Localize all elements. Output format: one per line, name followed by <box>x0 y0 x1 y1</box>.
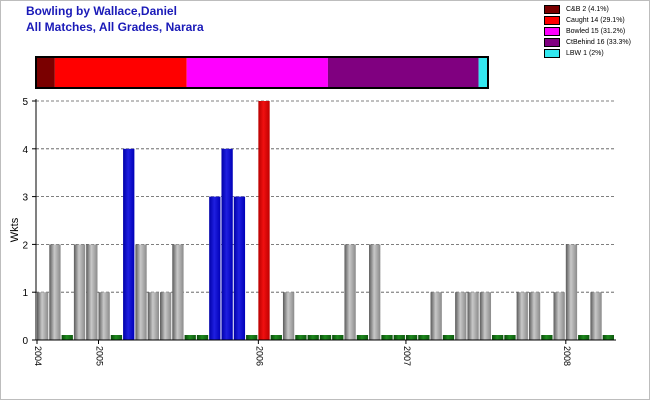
x-year-label: 2005 <box>94 346 104 366</box>
bar <box>73 244 86 340</box>
bar-zero <box>602 335 614 340</box>
y-tick-label: 5 <box>22 97 28 108</box>
bar-zero <box>356 335 369 340</box>
bar <box>209 196 221 340</box>
stack-segment <box>186 57 328 88</box>
grid <box>36 100 616 293</box>
legend-item: Bowled 15 (31.2%) <box>544 26 631 37</box>
x-year-label: 2007 <box>402 346 412 366</box>
bar <box>37 292 49 340</box>
bar-zero <box>504 335 516 340</box>
bar-zero <box>332 335 344 340</box>
legend-label: CtBehind 16 (33.3%) <box>566 39 631 46</box>
legend-swatch <box>544 16 560 25</box>
bar <box>123 148 135 340</box>
legend-label: Caught 14 (29.1%) <box>566 17 625 24</box>
x-year-label: 2004 <box>33 346 43 366</box>
bar-zero <box>307 335 319 340</box>
legend: C&B 2 (4.1%) Caught 14 (29.1%) Bowled 15… <box>544 4 631 59</box>
bar <box>455 292 467 340</box>
bar <box>233 196 246 340</box>
stack-segment <box>327 57 479 88</box>
stack-segment <box>478 57 488 88</box>
bar <box>516 292 528 340</box>
stack-segment <box>54 57 187 88</box>
bar-zero <box>418 335 430 340</box>
legend-label: Bowled 15 (31.2%) <box>566 28 626 35</box>
bar-zero <box>381 335 393 340</box>
bar <box>528 292 541 340</box>
bar <box>553 292 565 340</box>
bar <box>258 101 270 340</box>
bar <box>172 244 184 340</box>
bar-zero <box>196 335 209 340</box>
bar <box>135 244 147 340</box>
bar <box>344 244 356 340</box>
bars <box>37 101 614 340</box>
stack-border <box>35 56 489 89</box>
dismissal-stack-bar <box>35 56 489 89</box>
bar-zero <box>578 335 590 340</box>
x-year-label: 2008 <box>562 346 572 366</box>
legend-item: Caught 14 (29.1%) <box>544 15 631 26</box>
legend-item: CtBehind 16 (33.3%) <box>544 37 631 48</box>
legend-label: LBW 1 (2%) <box>566 50 604 57</box>
bar <box>147 292 159 340</box>
bar <box>590 292 602 340</box>
bar-zero <box>319 335 332 340</box>
legend-swatch <box>544 27 560 36</box>
bar-zero <box>246 335 258 340</box>
bar <box>565 244 578 340</box>
bar-zero <box>61 335 73 340</box>
bar <box>221 148 233 340</box>
legend-label: C&B 2 (4.1%) <box>566 6 609 13</box>
y-axis-title: Wkts <box>9 217 21 242</box>
axes: 0 1 2 3 4 5 Wkts 2004 2005 2006 2007 2008 <box>9 97 616 366</box>
bar <box>467 292 479 340</box>
chart-title: Bowling by Wallace,Daniel <box>26 4 177 18</box>
bar <box>159 292 172 340</box>
y-tick-label: 4 <box>22 145 28 156</box>
legend-swatch <box>544 38 560 47</box>
bar <box>479 292 492 340</box>
stack-segment <box>36 57 55 88</box>
legend-item: LBW 1 (2%) <box>544 48 631 59</box>
bar <box>49 244 61 340</box>
bar-zero <box>442 335 455 340</box>
bar <box>430 292 442 340</box>
y-tick-label: 2 <box>22 240 28 251</box>
x-year-label: 2006 <box>254 346 264 366</box>
bar <box>86 244 98 340</box>
legend-swatch <box>544 49 560 58</box>
bar-zero <box>405 335 418 340</box>
bar-zero <box>110 335 123 340</box>
bar <box>369 244 381 340</box>
chart-subtitle: All Matches, All Grades, Narara <box>26 20 204 34</box>
bar-zero <box>541 335 553 340</box>
legend-item: C&B 2 (4.1%) <box>544 4 631 15</box>
y-tick-label: 0 <box>22 336 28 347</box>
bar <box>98 292 110 340</box>
y-tick-label: 3 <box>22 193 28 204</box>
bar-zero <box>393 335 405 340</box>
y-tick-label: 1 <box>22 288 28 299</box>
bar-zero <box>184 335 196 340</box>
bar <box>282 292 295 340</box>
bar-zero <box>270 335 282 340</box>
bar-zero <box>295 335 307 340</box>
legend-swatch <box>544 5 560 14</box>
bar-zero <box>492 335 504 340</box>
